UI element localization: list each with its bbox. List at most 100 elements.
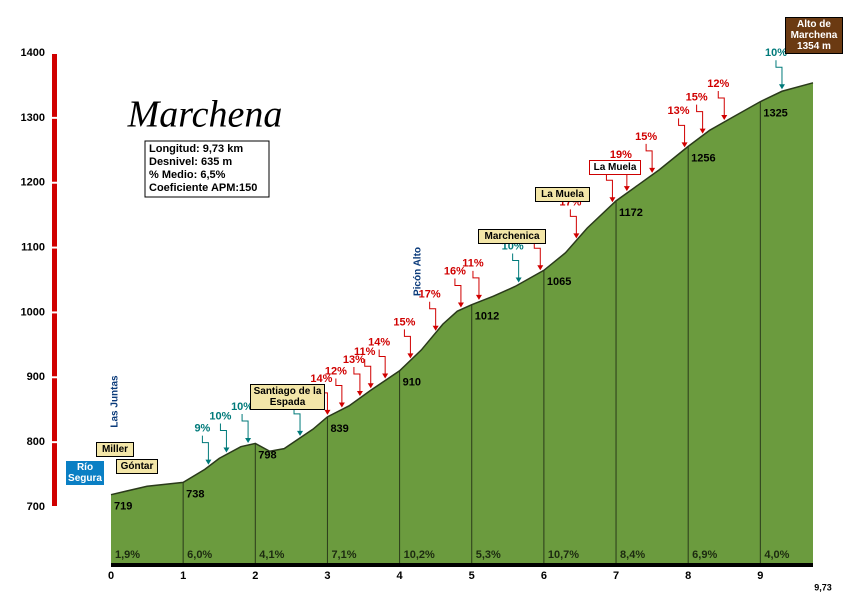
y-tick-label: 1300 xyxy=(21,112,45,124)
x-tick-label: 1 xyxy=(180,570,186,582)
x-tick-label: 6 xyxy=(541,570,547,582)
annotation-arrow xyxy=(353,367,361,396)
arrow-head xyxy=(457,302,464,308)
arrow-head xyxy=(338,402,345,408)
gradient-annotation: 15% xyxy=(635,131,657,143)
segment-gradient: 8,4% xyxy=(620,549,645,561)
arrow-head xyxy=(432,325,439,331)
segment-gradient: 5,3% xyxy=(476,549,501,561)
gradient-annotation: 11% xyxy=(354,346,376,358)
arrow-head xyxy=(609,197,616,203)
annotation-arrow xyxy=(512,253,520,282)
info-line: Desnivel: 635 m xyxy=(149,156,232,168)
elevation-label: 738 xyxy=(186,488,204,500)
annotation-arrow xyxy=(678,118,686,147)
place-label: Alto de Marchena 1354 m xyxy=(785,17,843,54)
x-tick-label: 8 xyxy=(685,570,691,582)
x-tick-label: 4 xyxy=(397,570,404,582)
segment-gradient: 10,2% xyxy=(404,549,435,561)
x-tick-label: 2 xyxy=(252,570,258,582)
arrow-head xyxy=(649,167,656,173)
gradient-annotation: 14% xyxy=(368,336,390,348)
annotation-arrow xyxy=(403,329,411,358)
x-tick-label: 9,73 xyxy=(814,582,832,592)
annotation-arrow xyxy=(717,90,725,119)
annotation-arrow xyxy=(429,301,437,330)
x-tick-label: 5 xyxy=(469,570,475,582)
annotation-arrow xyxy=(645,143,653,172)
y-tick-label: 700 xyxy=(27,501,45,513)
gradient-annotation: 13% xyxy=(668,105,690,117)
segment-gradient: 10,7% xyxy=(548,549,579,561)
segment-gradient: 7,1% xyxy=(331,549,356,561)
annotation-arrow xyxy=(201,435,209,464)
gradient-annotation: 15% xyxy=(686,91,708,103)
arrow-head xyxy=(721,114,728,120)
place-label: Miller xyxy=(96,442,134,457)
arrow-head xyxy=(681,142,688,148)
gradient-annotation: 19% xyxy=(610,149,632,161)
place-label: La Muela xyxy=(535,187,590,202)
elevation-label: 1012 xyxy=(475,311,499,323)
segment-gradient: 4,1% xyxy=(259,549,284,561)
arrow-head xyxy=(297,430,304,436)
place-label: La Muela xyxy=(589,160,641,175)
place-label: Picón Alto xyxy=(412,246,424,297)
arrow-head xyxy=(324,409,331,415)
place-label: Las Juntas xyxy=(109,375,121,428)
x-tick-label: 0 xyxy=(108,570,114,582)
base-bar xyxy=(111,563,813,567)
gradient-annotation: 15% xyxy=(393,316,415,328)
arrow-head xyxy=(699,128,706,134)
annotation-arrow xyxy=(378,349,386,378)
profile-line xyxy=(110,82,814,496)
gradient-annotation: 16% xyxy=(444,265,466,277)
info-line: % Medio: 6,5% xyxy=(149,169,226,181)
chart-title: Marchena xyxy=(127,94,283,136)
arrow-head xyxy=(382,373,389,379)
gradient-annotation: 13% xyxy=(343,354,365,366)
annotation-arrow xyxy=(219,423,227,452)
info-line: Longitud: 9,73 km xyxy=(149,143,243,155)
annotation-arrow xyxy=(533,241,541,270)
arrow-head xyxy=(475,294,482,300)
x-tick-label: 9 xyxy=(757,570,763,582)
elevation-label: 1325 xyxy=(763,108,787,120)
arrow-head xyxy=(356,391,363,397)
elevation-label: 1172 xyxy=(619,207,643,219)
segment-gradient: 6,0% xyxy=(187,549,212,561)
y-tick-label: 1200 xyxy=(21,177,45,189)
annotation-arrow xyxy=(241,414,249,443)
info-box xyxy=(144,140,270,198)
annotation-arrow xyxy=(335,378,343,407)
gradient-annotation: 14% xyxy=(310,373,332,385)
place-label: Marchenica xyxy=(478,229,546,244)
arrow-head xyxy=(623,186,630,192)
annotation-arrow xyxy=(293,406,301,435)
axis-bar xyxy=(52,53,57,507)
place-label: Río Segura xyxy=(65,460,105,486)
y-tick-label: 1400 xyxy=(21,47,45,59)
y-tick-label: 1100 xyxy=(21,241,45,253)
segment-gradient: 1,9% xyxy=(115,549,140,561)
arrow-head xyxy=(367,383,374,389)
annotation-arrow xyxy=(696,104,704,133)
annotation-arrow xyxy=(605,173,613,202)
arrow-head xyxy=(515,277,522,283)
arrow-head xyxy=(245,438,252,444)
elevation-label: 1256 xyxy=(691,152,715,164)
x-tick-label: 7 xyxy=(613,570,619,582)
elevation-label: 1065 xyxy=(547,276,571,288)
gradient-annotation: 10% xyxy=(765,47,787,59)
annotation-arrow xyxy=(775,60,783,89)
elevation-label: 839 xyxy=(330,423,348,435)
y-tick-label: 900 xyxy=(27,371,45,383)
arrow-head xyxy=(223,447,230,453)
elevation-label: 719 xyxy=(114,501,132,513)
gradient-annotation: 9% xyxy=(194,423,210,435)
arrow-head xyxy=(573,233,580,239)
gradient-annotation: 12% xyxy=(707,78,729,90)
annotation-arrow xyxy=(364,359,372,388)
arrow-head xyxy=(778,84,785,90)
